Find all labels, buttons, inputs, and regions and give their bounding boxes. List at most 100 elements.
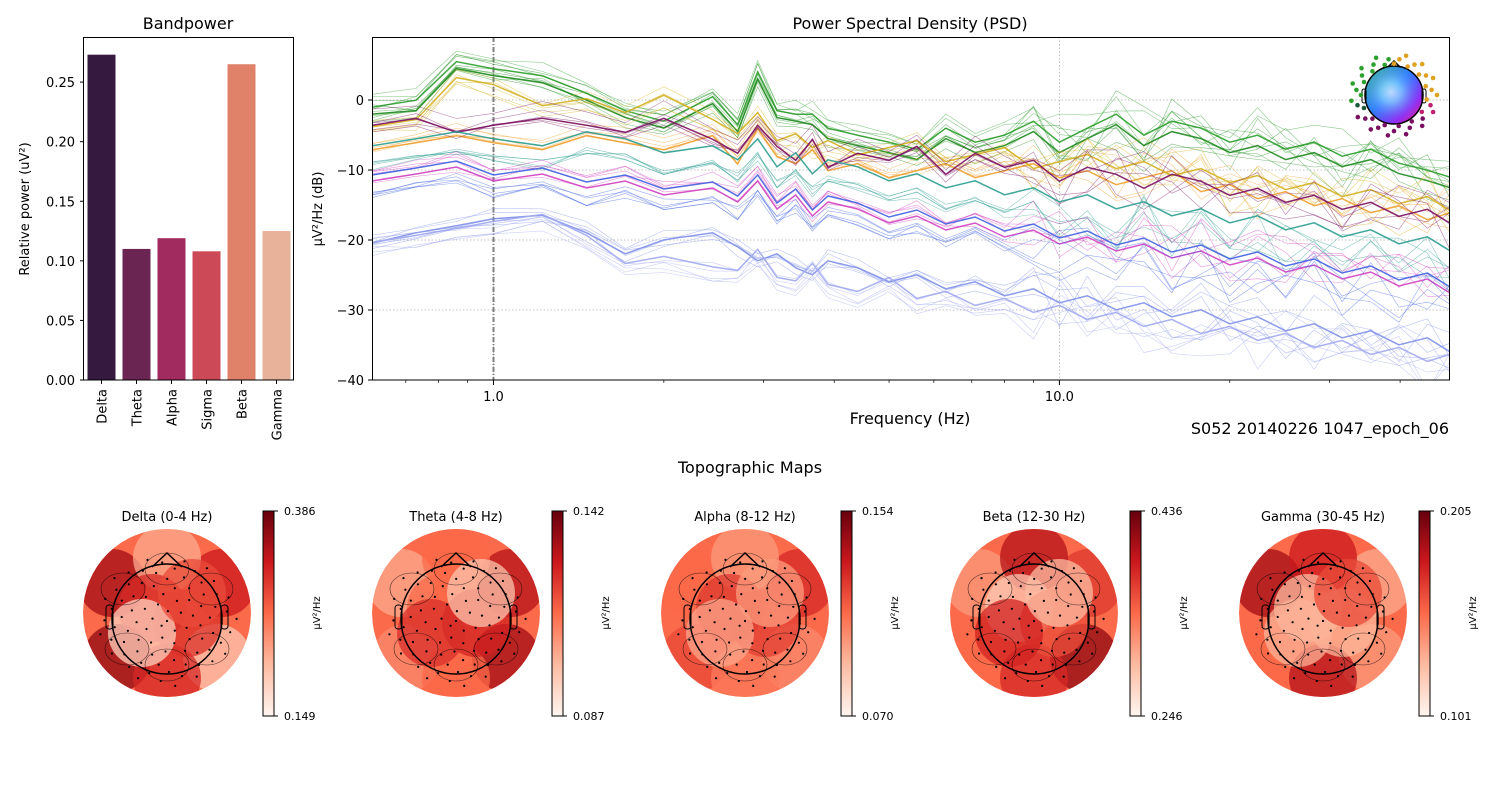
topomap-sensor-dot: [1356, 604, 1359, 608]
topomap-sensor-dot: [1317, 636, 1320, 639]
colorbar-max-label: 0.386: [284, 505, 316, 518]
topomap-sensor-dot: [970, 619, 973, 622]
topomap-sensor-dot: [982, 588, 985, 591]
topomap-sensor-dot: [508, 641, 511, 644]
topomap-sensor-dot: [705, 571, 708, 574]
topomap-sensor-dot: [200, 581, 203, 584]
sensor-dot: [1430, 75, 1436, 81]
bar-alpha: [157, 238, 186, 380]
topomap-contour: [762, 632, 808, 666]
topomap-sensor-dot: [1055, 638, 1058, 641]
colorbar-min-label: 0.149: [284, 710, 316, 723]
topomap-sensor-dot: [140, 661, 143, 664]
topomap-sensor-dot: [150, 641, 153, 644]
topomap-sensor-dot: [440, 653, 443, 656]
topomap-sensor-dot: [1260, 597, 1263, 600]
topomap-sensor-dot: [1278, 640, 1282, 644]
topomap-sensor-dot: [739, 636, 742, 639]
topomap-sensor-dot: [462, 629, 465, 632]
topomap-sensor-dot: [212, 631, 215, 635]
topomap-sensor-dot: [1335, 611, 1338, 614]
topomap-sensor-dot: [201, 637, 204, 640]
psd-trace-blue-low-b: [372, 213, 1450, 363]
topomap-sensor-dot: [1058, 614, 1062, 617]
topomap-sensor-dot: [752, 684, 755, 687]
psd-trace-magenta-a: [372, 171, 1450, 297]
topomap-sensor-dot: [174, 684, 177, 687]
topomap-sensor-dot: [1329, 587, 1332, 590]
topomap-sensor-dot: [1283, 571, 1286, 574]
topomap-sensor-dot: [1339, 560, 1342, 563]
topomap-sensor-dot: [1296, 661, 1299, 664]
colorbar-max-label: 0.205: [1440, 505, 1472, 518]
topomap-sensor-dot: [127, 583, 130, 586]
topomap-sensor-dot: [710, 595, 713, 598]
sensor-dot: [1391, 128, 1397, 134]
sensor-dot: [1419, 61, 1425, 67]
topomap-sensor-dot: [778, 604, 781, 608]
topomap-sensor-dot: [994, 583, 998, 586]
topomap-sensor-dot: [783, 567, 787, 570]
topomap-sensor-dot: [980, 626, 983, 629]
topomap-contour: [393, 632, 439, 666]
right-ear-icon: [509, 604, 518, 630]
topomap-sensor-dot: [165, 619, 169, 623]
topomap-sensor-dot: [766, 598, 769, 602]
topomap-sensor-dot: [773, 675, 776, 678]
topomap-sensor-dot: [419, 609, 422, 612]
psd-trace-blue-low-a: [372, 221, 1450, 366]
sensor-dot: [1430, 109, 1436, 115]
topomap-sensor-dot: [1329, 642, 1332, 645]
topomap-sensor-dot: [411, 640, 415, 644]
nose-icon: [1307, 551, 1339, 568]
topomap-sensor-dot: [1312, 603, 1316, 606]
topomap-sensor-dot: [1344, 638, 1347, 641]
topomap-sensor-dot: [173, 659, 176, 662]
topomap-sensor-dot: [738, 624, 741, 627]
topomap-sensor-dot: [1329, 567, 1332, 570]
topomap-contour: [971, 632, 1017, 666]
psd-trace-yellow-a: [372, 74, 1450, 233]
topomap-sensor-dot: [724, 558, 727, 561]
topomap-sensor-dot: [1069, 593, 1072, 596]
sensor-dot: [1359, 65, 1364, 71]
topomap-sensor-dot: [995, 665, 998, 668]
colorbar: [551, 510, 564, 717]
psd-trace-green-frontal-b: [372, 67, 1450, 189]
topomap-sensor-dot: [1094, 596, 1097, 599]
head-outline-icon: [111, 563, 223, 675]
topomap-contour: [473, 632, 519, 666]
sensor-dot: [1407, 125, 1413, 131]
topomap-sensor-dot: [737, 679, 740, 683]
psd-trace-blue-low-b: [372, 230, 1450, 380]
topomap-sensor-dot: [126, 629, 129, 632]
topomap-sensor-dot: [766, 638, 769, 641]
x-tick-label: 1.0: [483, 390, 504, 405]
topomap-contour: [144, 648, 190, 682]
sensor-dot: [1358, 92, 1364, 98]
topomap-sensor-dot: [152, 585, 155, 588]
psd-ylabel: µV²/Hz (dB): [311, 172, 326, 247]
topomap-sensor-dot: [1306, 641, 1309, 644]
bandpower-ylabel: Relative power (uV²): [18, 142, 33, 275]
topomap-contour: [433, 648, 479, 682]
psd-trace-teal-a: [372, 131, 1450, 252]
topomap-sensor-dot: [145, 627, 148, 631]
topomap-sensor-dot: [1255, 633, 1258, 636]
psd-trace-purple-a: [372, 121, 1450, 230]
x-tick-label: 10.0: [1045, 390, 1074, 405]
colorbar: [840, 510, 853, 717]
topomap-sensor-dot: [688, 638, 691, 641]
psd-trace-yellow-a: [372, 69, 1450, 224]
topomap-sensor-dot: [1356, 581, 1359, 584]
psd-trace-blue-a: [372, 179, 1450, 319]
topomap-sensor-dot: [161, 561, 164, 564]
topomap-sensor-dot: [734, 603, 738, 606]
right-ear-icon: [1421, 88, 1427, 104]
topomap-sensor-dot: [404, 588, 407, 591]
topomap-sensor-dot: [462, 659, 465, 662]
topomap-sensor-dot: [735, 663, 738, 666]
topomap-sensor-dot: [110, 638, 113, 641]
topomap-sensor-dot: [743, 619, 747, 623]
topomap-sensor-dot: [971, 597, 974, 600]
